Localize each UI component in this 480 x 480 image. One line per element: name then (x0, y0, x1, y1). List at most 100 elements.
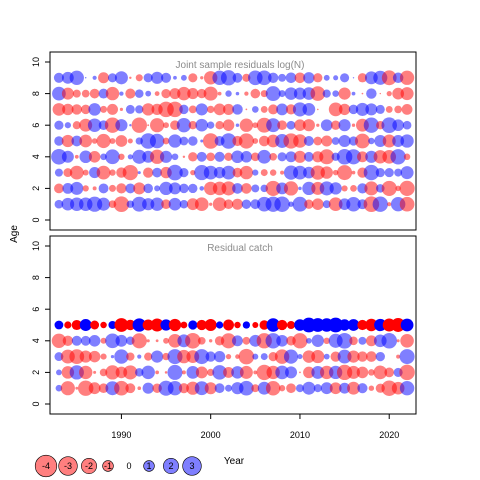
p1-bubble (361, 92, 364, 95)
p1-bubble (70, 181, 84, 195)
p2-bubble (347, 319, 360, 331)
p1-bubble (195, 118, 209, 132)
p2-bubble (144, 352, 153, 361)
p2-bubble (99, 368, 108, 377)
p2-bubble (216, 321, 224, 329)
p1-bubble (51, 149, 67, 165)
p1-bubble (320, 166, 333, 179)
p2-bubble (51, 333, 67, 348)
p2-bubble (306, 337, 312, 344)
p2-bubble (69, 349, 85, 364)
p1-bubble (313, 73, 323, 83)
p1-bubble (277, 120, 287, 131)
p1-bubble (292, 102, 308, 117)
p2-bubble (299, 371, 301, 374)
p1-bubble (221, 165, 236, 180)
p1-bubble (69, 165, 84, 180)
p1-bubble (61, 150, 74, 163)
p1-bubble (332, 169, 339, 176)
p1-bubble (294, 119, 306, 132)
p1-bubble (92, 75, 97, 80)
p2-bubble (207, 368, 215, 376)
p2-bubble (252, 322, 259, 328)
p2-bubble (114, 318, 129, 332)
p1-bubble (276, 103, 288, 116)
p1-bubble (92, 186, 97, 191)
p1-bubble (194, 197, 209, 212)
p1-bubble (133, 182, 146, 195)
p1-bubble (338, 103, 351, 116)
p1-bubble (348, 104, 359, 115)
p2-bubble (151, 350, 164, 363)
p1-bubble (179, 183, 189, 194)
p2-bubble (79, 319, 92, 331)
p2-bubble (220, 333, 237, 349)
p1-bubble (364, 181, 379, 196)
p2-bubble (323, 337, 330, 345)
p1-bubble (338, 134, 351, 148)
p2-bubble (375, 351, 385, 362)
x-axis-label: Year (224, 456, 245, 467)
p1-bubble (119, 91, 124, 96)
p2-bubble (196, 319, 207, 331)
p2-bubble (285, 366, 298, 379)
p1-bubble (293, 150, 306, 163)
p2-bubble (126, 352, 135, 361)
p1-bubble (150, 118, 165, 133)
p1-bubble (106, 103, 118, 115)
p1-bubble (118, 153, 125, 160)
p1-bubble (54, 199, 64, 209)
p1-bubble (131, 196, 147, 212)
p2-bubble (88, 335, 101, 347)
p1-bubble (399, 180, 415, 197)
p1-bubble (375, 168, 385, 178)
legend-bubble (34, 454, 58, 478)
p2-bubble (79, 365, 93, 380)
p2-bubble (223, 319, 234, 331)
p2-bubble (54, 352, 64, 362)
p1-bubble (285, 72, 297, 84)
p2-bubble (234, 321, 241, 329)
p2-bubble (302, 381, 316, 395)
p1-bubble (98, 72, 110, 84)
p1-bubble (277, 152, 287, 162)
residual-catch-panel: 0 2 4 6 8 10 1990 2000 2010 2020 Residual catch (31, 235, 417, 440)
p1-bubble (231, 150, 244, 164)
p2-bubble (275, 365, 289, 380)
p1-bubble (403, 153, 411, 161)
p1-bubble (74, 154, 79, 159)
p1-bubble (302, 119, 315, 132)
p1-bubble (355, 133, 370, 149)
legend-bubble (102, 460, 114, 472)
p2-bubble (146, 339, 150, 343)
p1-bubble (98, 88, 109, 99)
p1-bubble (268, 72, 279, 83)
p1-bubble (214, 151, 225, 162)
p1-bubble (385, 105, 393, 113)
p2-bubble (399, 380, 415, 396)
p1-bubble (109, 169, 116, 176)
p2-bubble (235, 354, 240, 359)
panel2-bubbles (51, 317, 415, 396)
p1-bubble (207, 105, 215, 114)
p2-bubble (88, 350, 101, 363)
p2-bubble (164, 371, 168, 374)
p1-bubble (62, 103, 74, 116)
p1-bubble (316, 123, 320, 127)
p2-bubble (212, 365, 227, 380)
p1-bubble (321, 135, 333, 147)
p2-bubble (349, 336, 358, 346)
p2-bubble (150, 318, 164, 332)
p1-bubble (217, 91, 222, 96)
p2-bubble (239, 380, 254, 396)
p1-bubble (323, 74, 330, 81)
p1-bubble (401, 104, 413, 115)
p1-bubble (122, 164, 139, 181)
p1-bubble (104, 117, 121, 133)
p1-bubble (235, 91, 240, 96)
joint-sample-residuals-panel: 0 2 4 6 8 10 Joint sample residuals log(N) (31, 51, 417, 231)
p1-bubble (161, 88, 171, 99)
p1-bubble (154, 185, 161, 192)
p1-bubble (252, 122, 259, 129)
p1-bubble (316, 108, 319, 111)
